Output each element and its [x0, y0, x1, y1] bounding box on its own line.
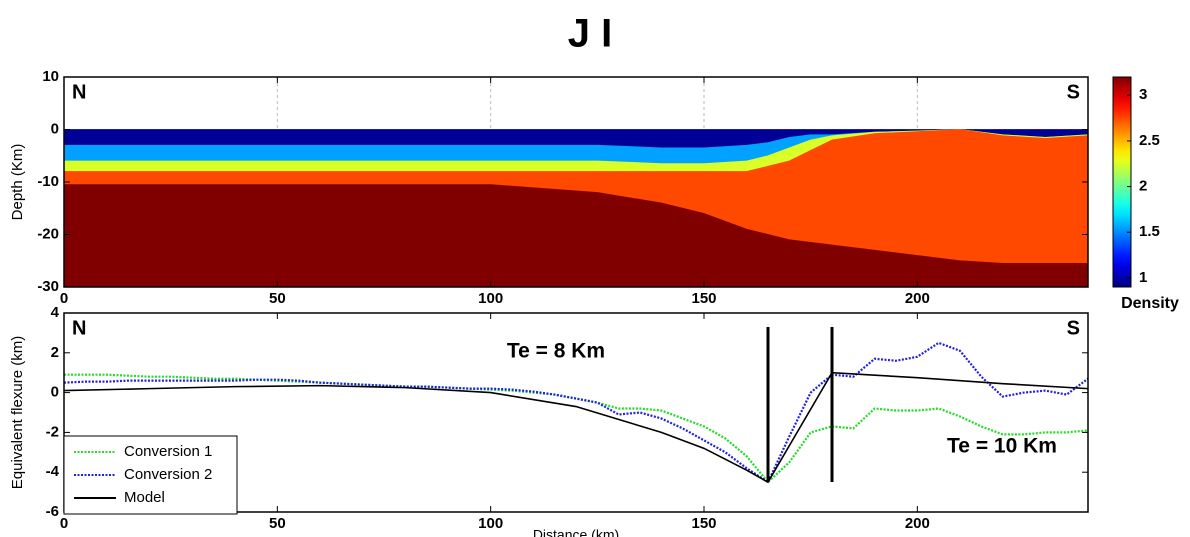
x-tick-label: 150: [691, 290, 716, 307]
corner-label: N: [72, 81, 86, 103]
lines: [64, 341, 1088, 484]
y-tick-label: 10: [42, 68, 59, 85]
y-tick-label: 0: [51, 120, 59, 137]
x-tick-label: 50: [269, 515, 286, 532]
annotation: Te = 10 Km: [947, 435, 1057, 458]
colorbar-tick-label: 3: [1139, 86, 1147, 103]
x-tick-label: 0: [60, 290, 68, 307]
x-axis-label: Distance (km): [533, 527, 619, 537]
y-tick-label: -10: [37, 173, 59, 190]
y-tick-label: -4: [46, 463, 60, 480]
legend-label: Model: [124, 489, 165, 506]
corner-label: N: [72, 317, 86, 339]
y-axis-label: Equivalent flexure (km): [9, 336, 26, 489]
section: [64, 77, 1088, 287]
x-tick-label: 100: [478, 515, 503, 532]
legend-label: Conversion 1: [124, 443, 212, 460]
colorbar-tick-label: 1.5: [1139, 223, 1160, 240]
series-line: [64, 373, 1088, 484]
y-axis-label: Depth (Km): [9, 144, 26, 221]
colorbar-label: Density: [1121, 295, 1179, 312]
plot-frame: [63, 312, 1089, 513]
y-tick-label: -2: [46, 423, 59, 440]
y-tick-label: -20: [37, 225, 59, 242]
density-layer: [64, 184, 1088, 287]
y-tick-label: 4: [51, 304, 60, 321]
x-tick-label: 100: [478, 290, 503, 307]
series-line: [64, 371, 1088, 484]
x-tick-label: 150: [691, 515, 716, 532]
y-tick-label: -6: [46, 503, 59, 520]
x-tick-label: 200: [905, 515, 930, 532]
x-tick-label: 0: [60, 515, 68, 532]
colorbar-tick-label: 2: [1139, 178, 1147, 195]
corner-label: S: [1067, 317, 1080, 339]
series-line: [64, 341, 1088, 484]
y-tick-label: 2: [51, 344, 59, 361]
colorbar-tick-label: 1: [1139, 269, 1147, 286]
x-tick-label: 50: [269, 290, 286, 307]
x-tick-label: 200: [905, 290, 930, 307]
colorbar: [1112, 76, 1132, 288]
annotation: Te = 8 Km: [507, 340, 605, 363]
colorbar-tick-label: 2.5: [1139, 132, 1160, 149]
corner-label: S: [1067, 81, 1080, 103]
y-tick-label: 0: [51, 384, 59, 401]
legend-label: Conversion 2: [124, 466, 212, 483]
figure-title: J I: [568, 12, 612, 56]
y-tick-label: -30: [37, 278, 59, 295]
